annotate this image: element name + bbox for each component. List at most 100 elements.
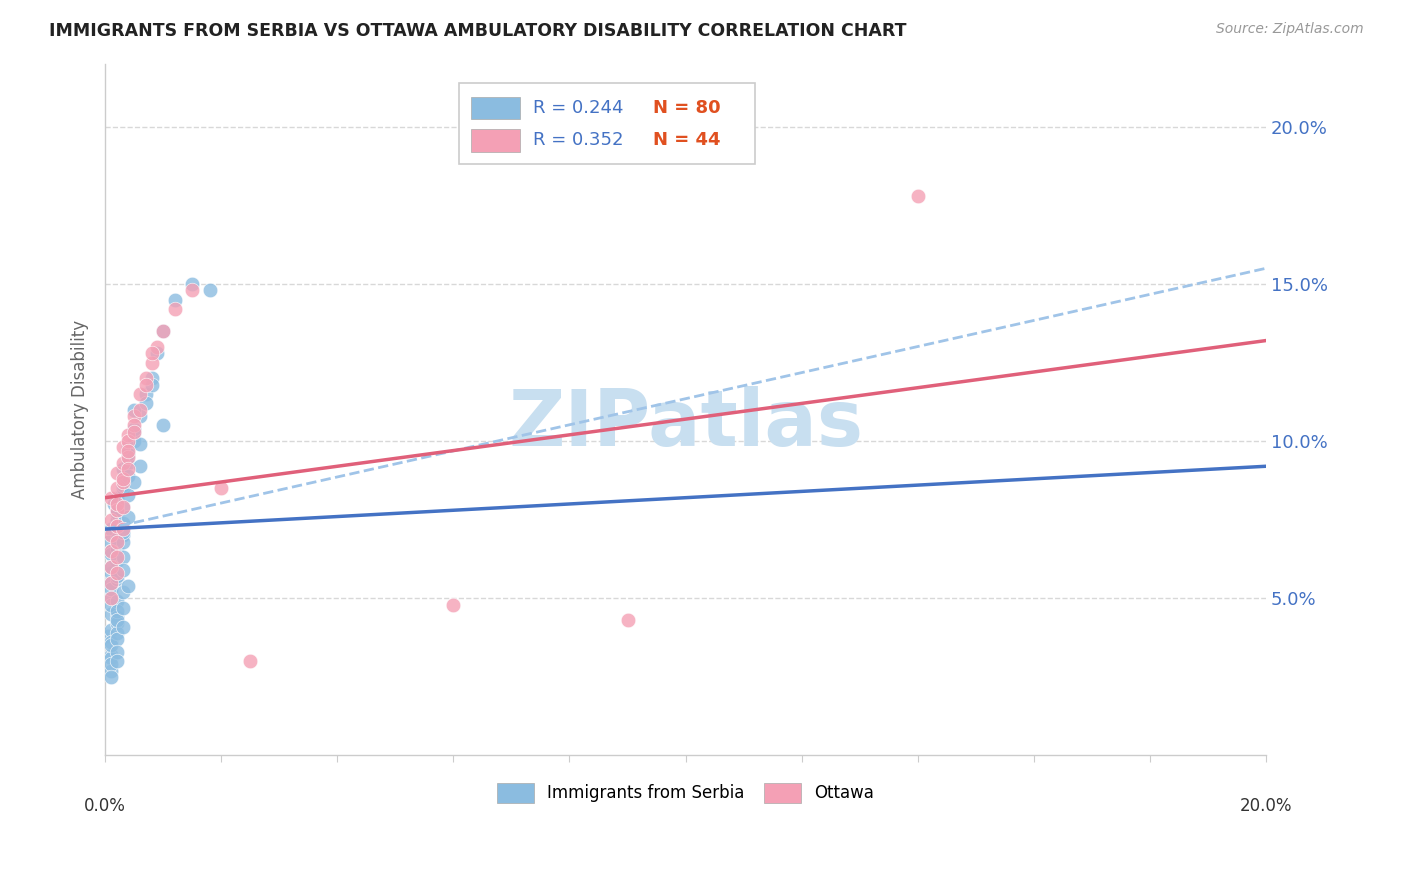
Point	[97, 534, 120, 549]
Point	[111, 441, 134, 455]
Point	[135, 396, 157, 410]
Point	[105, 604, 128, 618]
Point	[97, 629, 120, 643]
Point	[117, 443, 139, 458]
Y-axis label: Ambulatory Disability: Ambulatory Disability	[72, 320, 89, 500]
Point	[111, 525, 134, 540]
Text: N = 80: N = 80	[652, 99, 721, 117]
Point	[111, 600, 134, 615]
Point	[111, 528, 134, 542]
Point	[100, 559, 122, 574]
Point	[100, 670, 122, 684]
Point	[105, 466, 128, 480]
Point	[111, 516, 134, 530]
Point	[616, 613, 638, 627]
Point	[100, 491, 122, 505]
Point	[100, 607, 122, 621]
Point	[105, 481, 128, 495]
Point	[111, 472, 134, 486]
Point	[141, 355, 163, 369]
Point	[117, 456, 139, 470]
Point	[105, 632, 128, 646]
Point	[100, 559, 122, 574]
Point	[117, 441, 139, 455]
Point	[181, 283, 204, 297]
Point	[117, 462, 139, 476]
Point	[122, 425, 145, 439]
Point	[105, 616, 128, 631]
Point	[100, 598, 122, 612]
Point	[141, 346, 163, 360]
Text: N = 44: N = 44	[652, 131, 720, 150]
Point	[239, 654, 262, 668]
Point	[100, 528, 122, 542]
Point	[129, 402, 152, 417]
Text: Source: ZipAtlas.com: Source: ZipAtlas.com	[1216, 22, 1364, 37]
Point	[441, 598, 464, 612]
Point	[152, 324, 174, 338]
Text: ZIPatlas: ZIPatlas	[508, 385, 863, 461]
Point	[100, 544, 122, 558]
Point	[105, 569, 128, 583]
Point	[129, 387, 152, 401]
Point	[117, 468, 139, 483]
Point	[163, 302, 186, 317]
Point	[146, 346, 169, 360]
Point	[105, 553, 128, 567]
Point	[105, 507, 128, 521]
Point	[122, 418, 145, 433]
Point	[105, 541, 128, 555]
FancyBboxPatch shape	[471, 129, 520, 152]
Point	[105, 625, 128, 640]
Point	[100, 544, 122, 558]
Point	[117, 579, 139, 593]
Point	[105, 513, 128, 527]
Point	[100, 657, 122, 672]
Point	[105, 610, 128, 624]
Point	[100, 513, 122, 527]
Text: R = 0.244: R = 0.244	[533, 99, 624, 117]
FancyBboxPatch shape	[471, 96, 520, 120]
FancyBboxPatch shape	[460, 83, 755, 164]
Point	[111, 550, 134, 565]
Point	[105, 503, 128, 517]
Point	[105, 566, 128, 580]
Point	[111, 481, 134, 495]
Point	[135, 371, 157, 385]
Point	[122, 425, 145, 439]
Point	[111, 585, 134, 599]
Point	[100, 575, 122, 590]
Point	[100, 566, 122, 580]
Point	[122, 434, 145, 449]
Point	[141, 371, 163, 385]
Text: R = 0.352: R = 0.352	[533, 131, 624, 150]
Point	[129, 459, 152, 474]
Point	[122, 409, 145, 423]
Point	[105, 519, 128, 533]
Point	[117, 427, 139, 442]
Point	[117, 447, 139, 461]
Point	[111, 478, 134, 492]
Point	[105, 503, 128, 517]
Point	[105, 573, 128, 587]
Text: 20.0%: 20.0%	[1240, 797, 1292, 814]
Point	[100, 648, 122, 662]
Point	[117, 434, 139, 449]
Text: 0.0%: 0.0%	[84, 797, 127, 814]
Point	[146, 340, 169, 354]
Point	[135, 387, 157, 401]
Point	[111, 563, 134, 577]
Point	[98, 591, 121, 606]
Point	[117, 450, 139, 464]
Point	[135, 377, 157, 392]
Point	[117, 509, 139, 524]
Point	[105, 594, 128, 608]
Point	[141, 377, 163, 392]
Point	[181, 277, 204, 291]
Point	[209, 481, 232, 495]
Point	[198, 283, 221, 297]
Point	[907, 189, 929, 203]
Point	[100, 591, 122, 606]
Point	[117, 487, 139, 501]
Point	[111, 534, 134, 549]
